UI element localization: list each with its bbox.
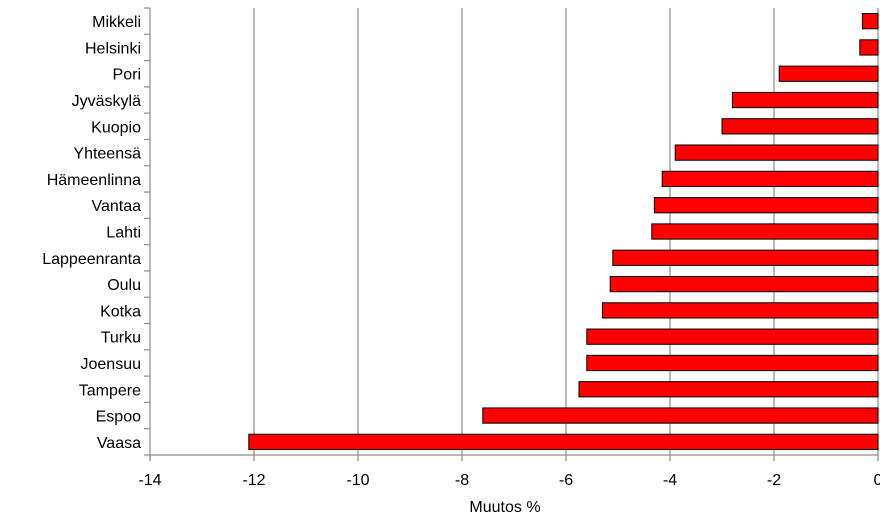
bars: [248, 13, 879, 450]
category-label: Pori: [113, 67, 141, 84]
x-tick-labels: -14 -12 -10 -8 -6 -4 -2 0: [138, 472, 880, 489]
x-axis-title: Muutos %: [469, 499, 540, 516]
bar: [651, 223, 879, 240]
bar: [482, 407, 879, 424]
x-tick-label: -6: [559, 472, 573, 489]
category-label: Tampere: [79, 382, 141, 399]
axes: [144, 7, 879, 461]
category-labels: Mikkeli Helsinki Pori Jyväskylä Kuopio Yhteen…: [42, 14, 141, 452]
category-label: Lappeenranta: [42, 251, 141, 268]
category-label: Kotka: [100, 303, 141, 320]
bar: [653, 197, 879, 214]
category-label: Lahti: [106, 225, 141, 242]
bar: [721, 118, 879, 135]
category-label: Turku: [101, 330, 141, 347]
x-tick-label: -12: [242, 472, 265, 489]
bar: [578, 381, 879, 398]
bar: [731, 91, 879, 109]
bar: [601, 302, 879, 319]
category-label: Kuopio: [91, 119, 141, 136]
bar: [859, 39, 879, 56]
bar: [674, 144, 879, 161]
category-label: Mikkeli: [92, 14, 141, 31]
x-tick-label: -2: [767, 472, 781, 489]
bar: [609, 275, 879, 293]
bar: [248, 433, 879, 450]
x-tick-label: -8: [455, 472, 469, 489]
x-tick-label: 0: [874, 472, 880, 489]
category-label: Hämeenlinna: [47, 172, 141, 189]
x-tick-label: -14: [138, 472, 161, 489]
x-tick-label: -10: [346, 472, 369, 489]
category-label: Helsinki: [85, 40, 141, 57]
bar: [861, 13, 879, 30]
bar: [612, 249, 879, 266]
category-label: Vantaa: [91, 198, 141, 215]
category-label: Yhteensä: [73, 146, 141, 163]
bar: [661, 170, 879, 188]
category-label: Vaasa: [97, 435, 141, 452]
bar: [586, 328, 879, 345]
x-tick-label: -4: [663, 472, 677, 489]
bar: [778, 65, 879, 82]
category-label: Jyväskylä: [72, 93, 141, 110]
category-label: Espoo: [96, 409, 141, 426]
bar: [586, 354, 879, 372]
category-label: Oulu: [107, 277, 141, 294]
category-label: Joensuu: [81, 356, 142, 373]
